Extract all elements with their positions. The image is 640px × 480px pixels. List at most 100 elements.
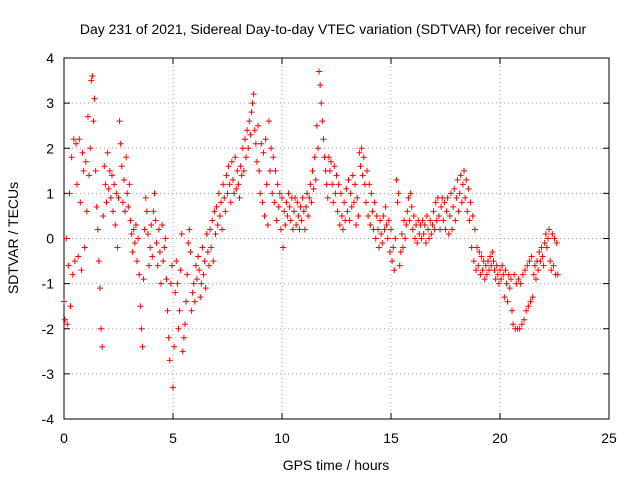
data-point xyxy=(531,262,538,269)
data-point xyxy=(318,100,325,107)
data-point xyxy=(127,217,134,224)
data-point xyxy=(207,226,214,233)
data-point xyxy=(222,208,229,215)
data-point xyxy=(75,253,82,260)
data-point xyxy=(296,226,303,233)
y-tick-label: 3 xyxy=(46,95,54,111)
data-point xyxy=(161,244,168,251)
data-point xyxy=(450,203,457,210)
data-point xyxy=(163,276,170,283)
data-point xyxy=(294,199,301,206)
data-point xyxy=(395,190,402,197)
data-point xyxy=(91,95,98,102)
data-point xyxy=(422,240,429,247)
data-point xyxy=(324,194,331,201)
data-point xyxy=(333,172,340,179)
data-point xyxy=(223,172,230,179)
data-point xyxy=(493,262,500,269)
data-point xyxy=(130,226,137,233)
data-point xyxy=(543,244,550,251)
data-point xyxy=(178,230,185,237)
data-point xyxy=(432,199,439,206)
data-point xyxy=(253,158,260,165)
data-point xyxy=(454,176,461,183)
data-point xyxy=(362,199,369,206)
data-point xyxy=(406,217,413,224)
data-point xyxy=(504,298,511,305)
data-point xyxy=(80,167,87,174)
data-point xyxy=(287,217,294,224)
data-point xyxy=(234,167,241,174)
data-point xyxy=(81,244,88,251)
data-point xyxy=(391,267,398,274)
data-point xyxy=(524,262,531,269)
data-point xyxy=(341,199,348,206)
data-point xyxy=(538,244,545,251)
data-point xyxy=(283,199,290,206)
data-point xyxy=(203,230,210,237)
data-point xyxy=(172,289,179,296)
data-point xyxy=(381,226,388,233)
data-point xyxy=(74,181,81,188)
data-point xyxy=(393,176,400,183)
data-point xyxy=(187,249,194,256)
data-point xyxy=(286,203,293,210)
data-point xyxy=(76,136,83,143)
data-point xyxy=(340,226,347,233)
data-point xyxy=(409,226,416,233)
data-point xyxy=(136,271,143,278)
data-point xyxy=(236,194,243,201)
data-point xyxy=(153,240,160,247)
data-point xyxy=(495,280,502,287)
data-point xyxy=(83,208,90,215)
data-point xyxy=(146,262,153,269)
data-point xyxy=(529,294,536,301)
data-point xyxy=(429,221,436,228)
data-point xyxy=(273,217,280,224)
data-point xyxy=(243,154,250,161)
data-point xyxy=(67,303,74,310)
data-point xyxy=(228,158,235,165)
data-point xyxy=(107,194,114,201)
data-point xyxy=(63,235,70,242)
data-point xyxy=(456,190,463,197)
data-point xyxy=(185,240,192,247)
data-point xyxy=(360,154,367,161)
data-point xyxy=(335,181,342,188)
data-point xyxy=(262,136,269,143)
data-point xyxy=(491,267,498,274)
y-tick-label: -4 xyxy=(42,411,55,427)
data-point xyxy=(553,240,560,247)
data-point xyxy=(310,185,317,192)
data-point xyxy=(238,172,245,179)
data-point xyxy=(134,258,141,265)
data-point xyxy=(326,167,333,174)
data-point xyxy=(507,276,514,283)
data-point xyxy=(346,217,353,224)
data-point xyxy=(469,212,476,219)
data-point xyxy=(232,154,239,161)
data-point xyxy=(457,172,464,179)
data-point xyxy=(371,199,378,206)
data-point xyxy=(214,221,221,228)
data-point xyxy=(167,280,174,287)
data-point xyxy=(72,140,79,147)
data-point xyxy=(246,118,253,125)
data-point xyxy=(301,226,308,233)
data-point xyxy=(211,208,218,215)
data-point xyxy=(331,163,338,170)
data-point xyxy=(248,109,255,116)
data-point xyxy=(135,235,142,242)
data-point xyxy=(122,208,129,215)
data-point xyxy=(257,190,264,197)
data-point xyxy=(290,208,297,215)
data-point xyxy=(299,194,306,201)
data-point xyxy=(158,280,165,287)
data-point xyxy=(382,203,389,210)
data-point xyxy=(252,140,259,147)
data-point xyxy=(77,199,84,206)
data-point xyxy=(209,217,216,224)
data-point xyxy=(154,262,161,269)
data-point xyxy=(497,267,503,274)
data-point xyxy=(478,253,485,260)
